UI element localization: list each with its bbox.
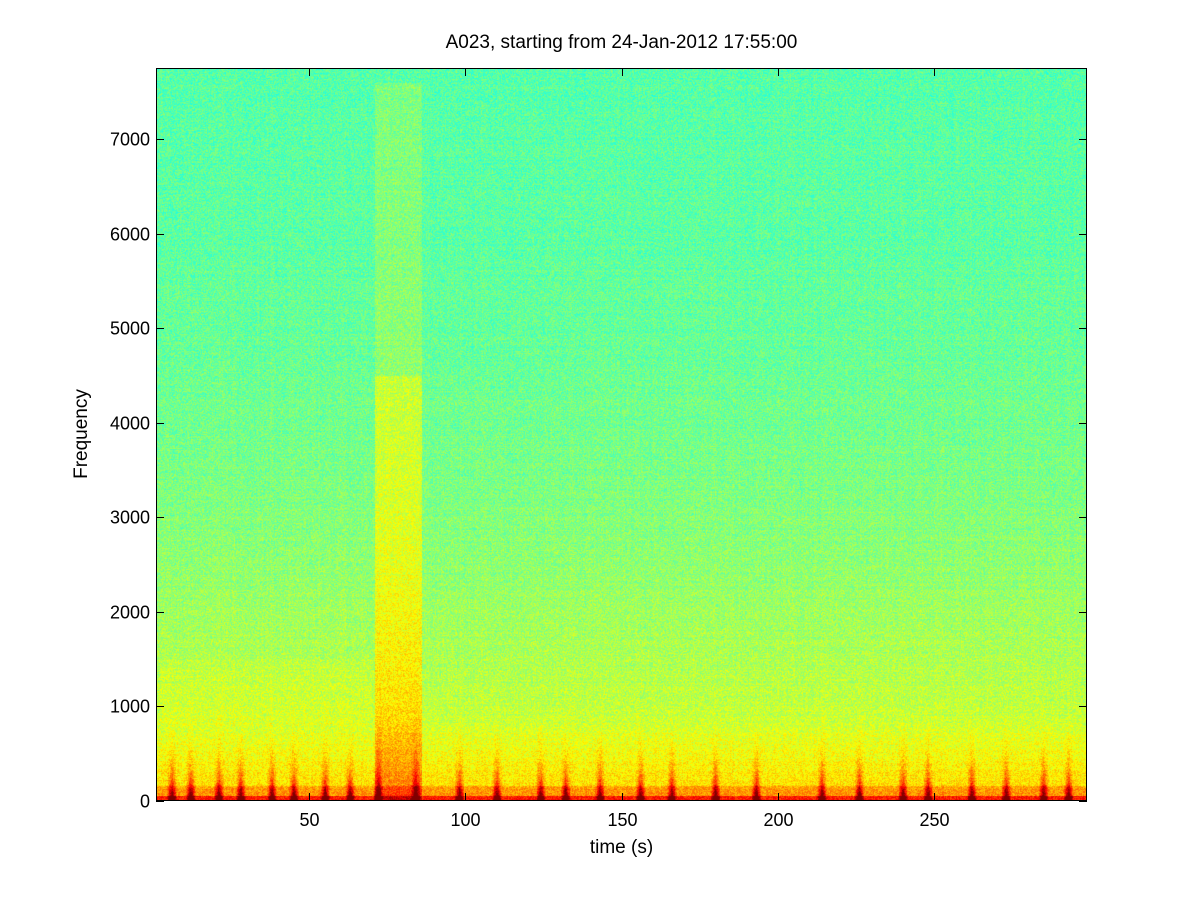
chart-title: A023, starting from 24-Jan-2012 17:55:00 [445,32,798,53]
spectrogram-image [156,68,1087,801]
y-tick-label: 5000 [110,319,150,339]
y-axis-label: Frequency [71,389,92,479]
y-tick-label: 6000 [110,225,150,245]
y-tick-label: 3000 [110,508,150,528]
y-tick-label: 0 [140,792,150,812]
axes-box [156,68,1087,801]
x-ticks: 50 100 150 200 250 [299,68,950,830]
y-tick-label: 7000 [110,130,150,150]
y-tick-label: 2000 [110,603,150,623]
y-tick-label: 4000 [110,414,150,434]
x-tick-label: 250 [919,810,949,830]
y-tick-label: 1000 [110,697,150,717]
x-tick-label: 100 [450,810,480,830]
y-ticks: 0 1000 2000 3000 4000 5000 6000 7000 [110,130,1087,812]
x-axis-label: time (s) [589,837,654,858]
x-tick-label: 200 [763,810,793,830]
x-tick-label: 150 [607,810,637,830]
x-tick-label: 50 [299,810,319,830]
